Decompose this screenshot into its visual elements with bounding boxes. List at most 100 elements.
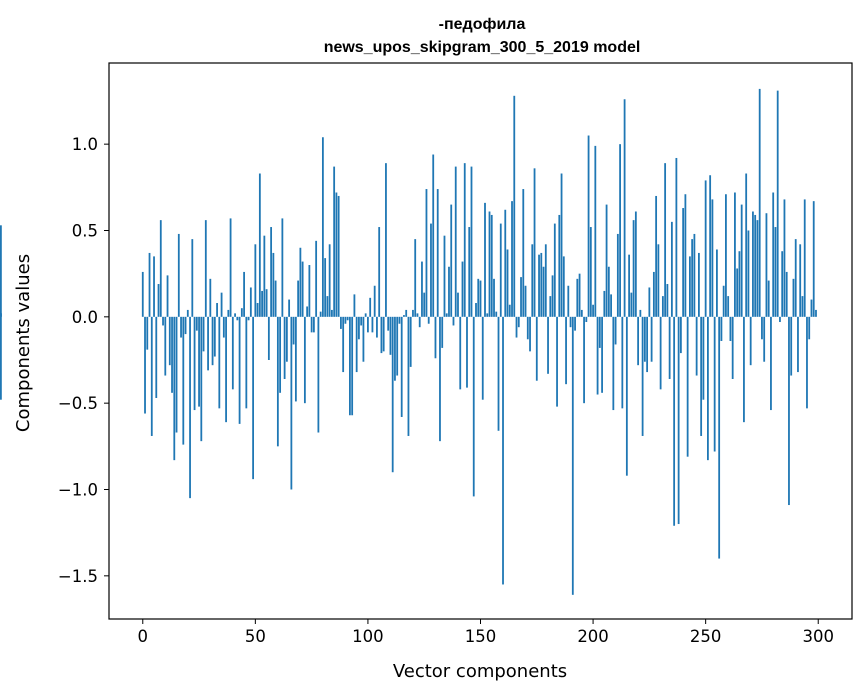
bar-209 [612,316,615,411]
bar-160 [502,316,504,585]
bar-16 [177,233,180,317]
bar-172 [529,316,531,352]
bar-219 [634,211,637,317]
bar-267 [743,316,745,423]
bar-198 [587,135,590,317]
bar-33 [216,303,218,317]
bar-118 [407,316,410,436]
bar-42 [236,316,239,321]
bar-268 [745,173,748,317]
bar-176 [538,254,540,317]
bar-238 [677,316,680,525]
bar-195 [580,309,583,317]
bar-76 [312,316,315,333]
bar-80 [321,137,324,317]
bar-5 [153,256,155,317]
bar-201 [594,145,597,317]
bar-170 [524,285,527,317]
y-tick-label: −0.5 [58,394,98,413]
bar-115 [400,316,403,417]
bar-155 [490,214,493,317]
bar-6 [155,316,158,398]
bar-9 [162,316,164,326]
bar-28 [204,220,207,317]
bar-127 [427,316,430,324]
bar-242 [686,316,689,457]
bar-121 [414,239,417,317]
bar-295 [806,316,808,409]
bar-174 [533,168,536,317]
bar-4 [150,316,153,436]
bar-182 [551,275,554,317]
bar-221 [639,309,642,317]
bar-125 [423,292,426,317]
bar-278 [767,280,770,317]
bar-211 [616,233,619,317]
bar-181 [549,296,552,317]
bar-82 [326,296,329,317]
bar-203 [598,316,601,348]
bar-167 [517,316,520,328]
bar-54 [263,235,266,317]
bar-229 [657,244,660,317]
bar-294 [803,199,806,317]
bar-250 [704,180,707,317]
bar-178 [542,266,545,317]
bar-299 [815,309,817,317]
bar-87 [337,195,340,317]
bar-218 [632,220,635,317]
bar-132 [439,316,441,442]
bar-117 [405,309,408,317]
bar-62 [281,218,284,317]
bar-29 [207,316,209,371]
bar-202 [596,316,599,395]
bar-175 [535,316,538,381]
bar-119 [409,316,412,367]
bar-78 [317,316,320,433]
y-tick-label: 0.0 [72,308,98,327]
bar-148 [475,303,477,317]
bar-89 [342,316,345,373]
bar-23 [193,316,196,411]
x-axis-ticks: 0 50 100 150 200 250 300 [138,619,834,646]
bar-60 [276,316,279,447]
bar-234 [668,316,671,379]
bar-239 [679,316,682,354]
bar-32 [213,316,216,357]
bar-220 [637,316,640,366]
bar-145 [468,227,471,317]
bar-1 [144,316,146,414]
bar-15 [175,316,178,433]
bar-168 [520,277,522,317]
bar-186 [560,173,563,317]
bar-39 [229,218,232,317]
bar-163 [508,304,511,317]
bar-151 [481,316,484,400]
bar-272 [754,214,757,317]
bar-215 [625,316,628,476]
bar-164 [511,201,513,317]
bar-158 [497,316,500,431]
bar-265 [738,251,741,317]
bar-36 [222,316,225,338]
bar-228 [655,195,658,317]
bar-293 [801,296,804,317]
bar-85 [333,166,336,317]
bar-45 [243,271,245,317]
bar-86 [335,192,338,317]
y-tick-label: −1.5 [58,567,98,586]
bar-122 [416,313,419,317]
bar-298 [812,201,815,317]
bar-194 [578,273,581,317]
bar-14 [173,316,176,461]
bar-281 [774,227,777,317]
bar-227 [652,271,655,317]
bar-53 [261,290,263,317]
bar-106 [380,316,383,354]
bar-226 [650,316,653,362]
x-tick-label: 100 [352,627,384,646]
bar-149 [477,278,480,317]
bar-224 [646,316,649,373]
bar-206 [605,204,608,317]
bar-108 [385,163,387,317]
